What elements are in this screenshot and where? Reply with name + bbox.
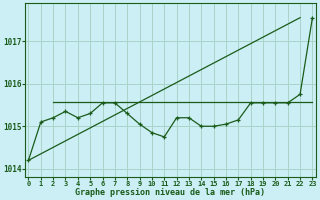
X-axis label: Graphe pression niveau de la mer (hPa): Graphe pression niveau de la mer (hPa) (76, 188, 265, 197)
